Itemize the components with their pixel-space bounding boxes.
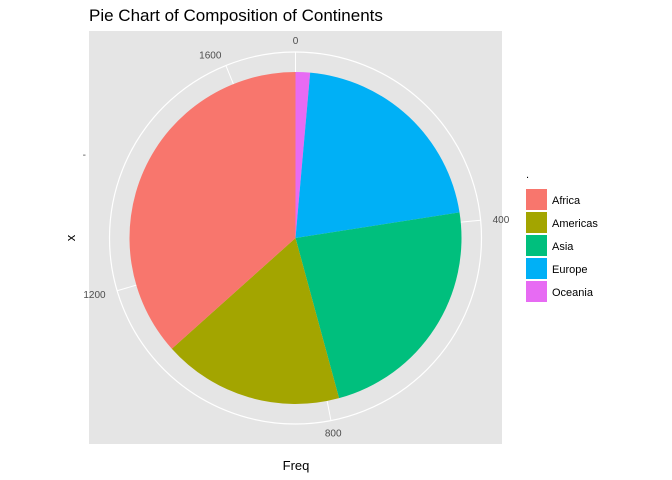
slice-africa [129, 72, 296, 349]
y-axis-tick-label: - [83, 150, 86, 161]
legend-label-oceania: Oceania [552, 287, 594, 299]
legend-key-europe [526, 258, 547, 279]
legend-label-europe: Europe [552, 264, 587, 276]
slice-americas [171, 238, 340, 404]
legend-title: . [526, 169, 529, 181]
y-axis-title: x [63, 234, 78, 241]
theta-tick-0: 0 [293, 36, 299, 47]
chart-title: Pie Chart of Composition of Continents [89, 6, 383, 25]
slice-asia [295, 212, 462, 399]
theta-tick-800: 800 [325, 428, 342, 439]
legend-label-asia: Asia [552, 241, 574, 253]
theta-tick-1600: 1600 [199, 50, 222, 61]
legend-key-oceania [526, 281, 547, 302]
legend-key-africa [526, 189, 547, 210]
pie-slices [129, 72, 462, 404]
legend: Africa Americas Asia Europe Oceania [526, 189, 598, 302]
slice-oceania [295, 72, 311, 238]
legend-label-americas: Americas [552, 218, 598, 230]
theta-tick-1200: 1200 [83, 290, 106, 301]
legend-key-asia [526, 235, 547, 256]
theta-tick-400: 400 [493, 215, 510, 226]
legend-key-americas [526, 212, 547, 233]
x-axis-title: Freq [283, 458, 310, 473]
slice-europe [295, 72, 460, 238]
theta-tick-labels: 0 400 800 1200 1600 [83, 36, 509, 439]
legend-label-africa: Africa [552, 195, 581, 207]
